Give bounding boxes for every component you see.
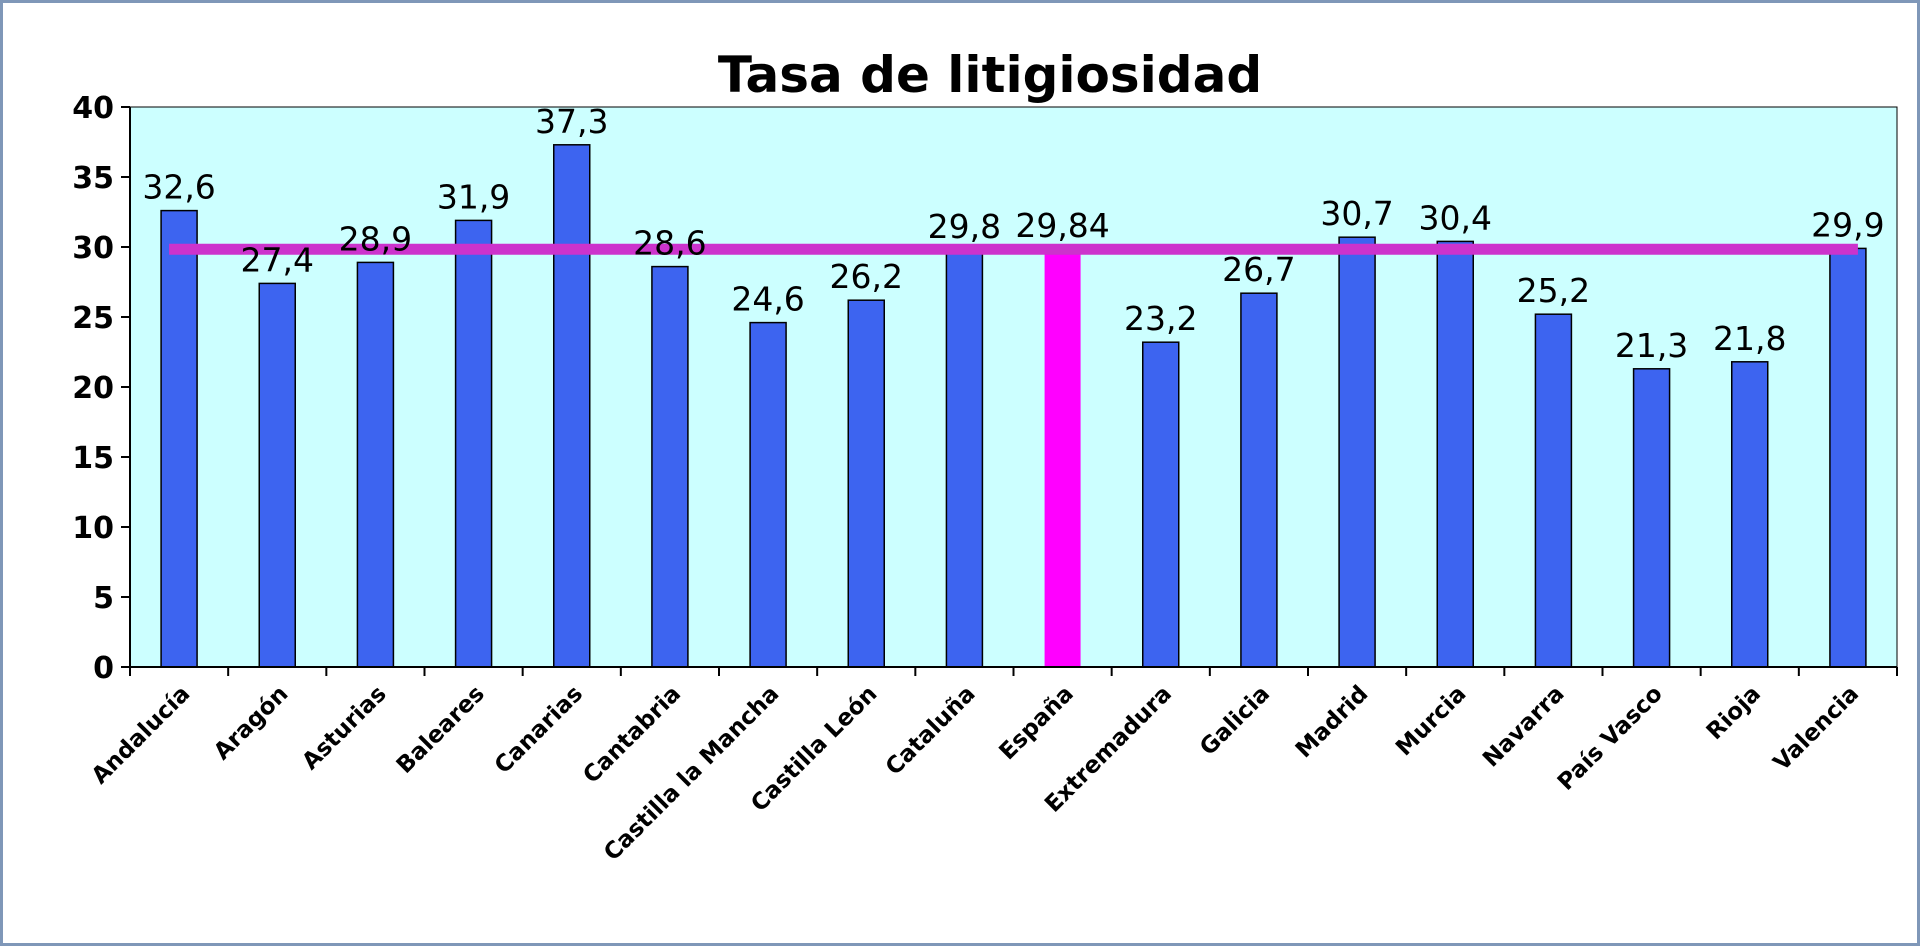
x-tick-label-16: Rioja <box>1702 681 1766 745</box>
data-label-13: 30,4 <box>1419 198 1492 237</box>
data-label-11: 26,7 <box>1222 250 1295 289</box>
x-tick-label-9: España <box>994 681 1078 765</box>
y-tick-label-1: 5 <box>93 581 114 616</box>
data-label-16: 21,8 <box>1713 319 1786 358</box>
x-tick-label-13: Murcia <box>1391 681 1471 761</box>
bar-3 <box>454 219 493 668</box>
x-tick-label-8: Cataluña <box>881 681 981 781</box>
data-label-5: 28,6 <box>633 224 706 263</box>
data-label-10: 23,2 <box>1124 299 1197 338</box>
data-label-8: 29,8 <box>928 207 1001 246</box>
y-tick-label-8: 40 <box>72 91 114 126</box>
x-tick-label-17: Valencia <box>1769 681 1864 776</box>
data-label-9: 29,84 <box>1015 206 1109 245</box>
bar-13 <box>1436 240 1474 668</box>
plot-area <box>129 106 1898 668</box>
bars <box>160 144 1867 668</box>
bar-15 <box>1632 368 1671 668</box>
data-label-6: 24,6 <box>731 280 804 319</box>
y-tick-label-0: 0 <box>93 651 114 686</box>
bar-2 <box>356 261 395 668</box>
y-tick-label-4: 20 <box>72 371 114 406</box>
bar-11 <box>1240 292 1278 668</box>
data-label-12: 30,7 <box>1320 194 1393 233</box>
data-label-14: 25,2 <box>1517 271 1590 310</box>
bar-10 <box>1142 341 1180 668</box>
data-label-15: 21,3 <box>1615 326 1688 365</box>
bar-4 <box>553 144 591 668</box>
y-tick-label-5: 25 <box>72 301 114 336</box>
data-label-7: 26,2 <box>830 257 903 296</box>
bar-8 <box>945 249 984 668</box>
data-label-4: 37,3 <box>535 102 608 141</box>
x-tick-label-11: Galicia <box>1195 681 1275 761</box>
bar-17 <box>1829 247 1867 668</box>
data-label-0: 32,6 <box>142 168 215 207</box>
x-tick-label-1: Aragón <box>209 681 293 765</box>
y-tick-label-2: 10 <box>72 511 114 546</box>
x-tick-label-5: Cantabria <box>578 681 686 789</box>
bar-16 <box>1731 361 1769 668</box>
x-tick-label-15: País Vasco <box>1553 681 1668 796</box>
x-tick-label-2: Asturias <box>297 681 391 775</box>
x-tick-label-6: Castilla la Mancha <box>599 681 784 866</box>
x-tick-label-4: Canarias <box>490 681 588 779</box>
bar-5 <box>651 265 689 668</box>
bar-14 <box>1534 313 1573 668</box>
data-label-2: 28,9 <box>339 219 412 258</box>
y-tick-label-7: 35 <box>72 161 114 196</box>
bar-9 <box>1044 249 1081 668</box>
x-tick-label-12: Madrid <box>1291 681 1373 763</box>
x-tick-label-14: Navarra <box>1478 681 1570 773</box>
x-tick-label-3: Baleares <box>392 681 490 779</box>
bar-1 <box>258 282 296 668</box>
y-tick-label-6: 30 <box>72 231 114 266</box>
y-tick-label-3: 15 <box>72 441 114 476</box>
data-label-17: 29,9 <box>1811 205 1884 244</box>
x-tick-label-0: Andalucía <box>87 681 196 790</box>
data-label-3: 31,9 <box>437 177 510 216</box>
chart-title: Tasa de litigiosidad <box>718 46 1262 104</box>
bar-7 <box>847 299 885 668</box>
bar-0 <box>160 209 198 668</box>
bar-6 <box>749 321 787 668</box>
data-labels: 32,6 27,4 28,9 31,9 37,3 28,6 24,6 26,2 29,8 29,8… <box>142 102 1884 365</box>
bar-12 <box>1338 236 1376 668</box>
data-label-1: 27,4 <box>241 240 314 279</box>
